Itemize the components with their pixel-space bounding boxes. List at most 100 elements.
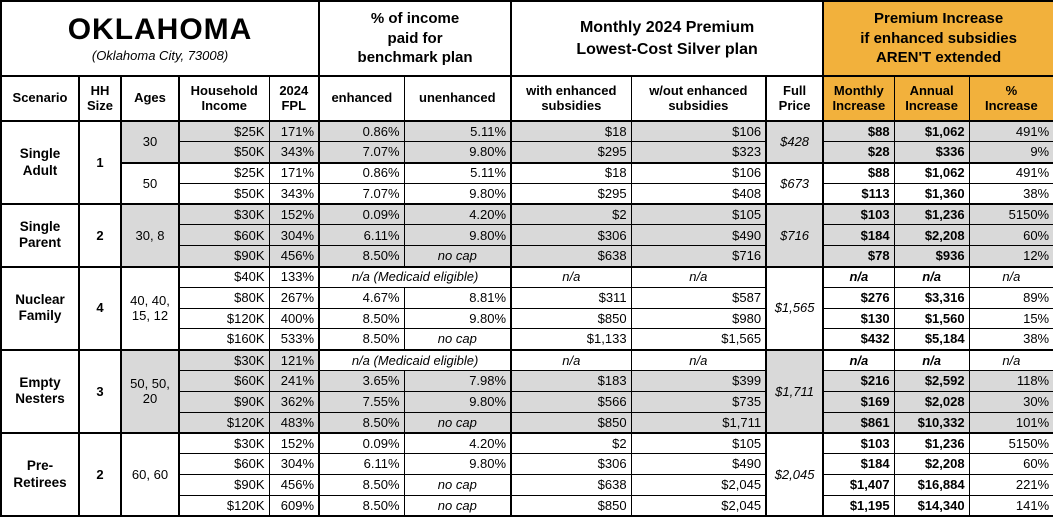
col-header-full-price: Full Price xyxy=(765,75,824,121)
cell-unenhanced: no cap xyxy=(403,411,512,433)
col-header-hh-size: HH Size xyxy=(78,75,121,121)
cell-unenhanced: 8.81% xyxy=(403,286,512,309)
table-row: $80K 267% 4.67% 8.81% $311 $587 $276 $3,316 89% xyxy=(1,286,1053,309)
cell-household-income: $40K xyxy=(178,265,269,288)
table-row: Nuclear Family 4 40, 40, 15, 12 $40K 133% n/a… xyxy=(1,265,1053,350)
cell-with-subsidies: $2 xyxy=(510,431,632,454)
table-header: OKLAHOMA (Oklahoma City, 73008) % of inc… xyxy=(1,1,1053,121)
cell-full-price: $2,045 xyxy=(765,431,824,517)
col-header-annual-increase: Annual Increase xyxy=(893,75,970,121)
cell-monthly-increase: $432 xyxy=(822,328,895,350)
income-pct-header-box: % of income paid for benchmark plan xyxy=(318,1,512,76)
cell-ages: 40, 40, 15, 12 xyxy=(120,265,179,350)
cell-household-income: $60K xyxy=(178,370,269,392)
cell-without-subsidies: n/a xyxy=(630,348,767,371)
cell-pct-increase: 101% xyxy=(968,411,1053,433)
cell-fpl: 304% xyxy=(268,224,320,246)
cell-fpl: 241% xyxy=(268,370,320,392)
cell-pct-increase: 15% xyxy=(968,307,1053,329)
cell-pct-increase: 221% xyxy=(968,474,1053,496)
cell-pct-increase: 118% xyxy=(968,370,1053,392)
cell-enhanced: 8.50% xyxy=(318,328,405,350)
cell-with-subsidies: $18 xyxy=(510,120,632,142)
table-row: $60K 304% 6.11% 9.80% $306 $490 $184 $2,208 60% xyxy=(1,453,1053,475)
cell-monthly-increase: $28 xyxy=(822,141,895,163)
cell-pct-increase: 491% xyxy=(968,161,1053,184)
cell-with-subsidies: $311 xyxy=(510,286,632,309)
col-header-without-subsidies: w/out enhanced subsidies xyxy=(630,75,767,121)
cell-enhanced: 3.65% xyxy=(318,370,405,392)
cell-monthly-increase: $184 xyxy=(822,224,895,246)
cell-with-subsidies: n/a xyxy=(510,265,632,288)
cell-without-subsidies: $587 xyxy=(630,286,767,309)
cell-unenhanced: 5.11% xyxy=(403,161,512,184)
cell-monthly-increase: $1,195 xyxy=(822,494,895,517)
cell-fpl: 400% xyxy=(268,307,320,329)
cell-scenario: Empty Nesters xyxy=(1,348,79,433)
cell-monthly-increase: $184 xyxy=(822,453,895,475)
col-header-monthly-increase: Monthly Increase xyxy=(822,75,895,121)
cell-annual-increase: $2,592 xyxy=(893,370,970,392)
cell-household-income: $30K xyxy=(178,348,269,371)
cell-pct-increase: 12% xyxy=(968,245,1053,267)
cell-household-income: $160K xyxy=(178,328,269,350)
cell-pct-increase: 60% xyxy=(968,224,1053,246)
cell-unenhanced: 9.80% xyxy=(403,390,512,413)
cell-household-income: $90K xyxy=(178,390,269,413)
cell-without-subsidies: $323 xyxy=(630,141,767,163)
cell-unenhanced: no cap xyxy=(403,245,512,267)
cell-without-subsidies: $1,711 xyxy=(630,411,767,433)
table-row: $60K 241% 3.65% 7.98% $183 $399 $216 $2,592 118% xyxy=(1,370,1053,392)
cell-pct-increase: 491% xyxy=(968,120,1053,142)
cell-monthly-increase: $88 xyxy=(822,161,895,184)
cell-scenario: Nuclear Family xyxy=(1,265,79,350)
cell-fpl: 133% xyxy=(268,265,320,288)
premium-header-box: Monthly 2024 Premium Lowest-Cost Silver … xyxy=(510,1,824,76)
cell-without-subsidies: $1,565 xyxy=(630,328,767,350)
cell-fpl: 609% xyxy=(268,494,320,517)
cell-enhanced: 0.09% xyxy=(318,431,405,454)
cell-fpl: 456% xyxy=(268,474,320,496)
cell-monthly-increase: $113 xyxy=(822,182,895,205)
cell-fpl: 483% xyxy=(268,411,320,433)
cell-pct-increase: n/a xyxy=(968,265,1053,288)
cell-pct-increase: 89% xyxy=(968,286,1053,309)
cell-unenhanced: no cap xyxy=(403,328,512,350)
column-header-row: Scenario HH Size Ages Household Income 2… xyxy=(1,75,1053,121)
cell-unenhanced: 9.80% xyxy=(403,307,512,329)
cell-ages: 50, 50, 20 xyxy=(120,348,179,433)
cell-household-income: $50K xyxy=(178,141,269,163)
cell-unenhanced: 9.80% xyxy=(403,453,512,475)
table-row: $90K 456% 8.50% no cap $638 $716 $78 $936 12% xyxy=(1,245,1053,267)
table-row: $90K 362% 7.55% 9.80% $566 $735 $169 $2,028 30% xyxy=(1,390,1053,413)
cell-household-income: $90K xyxy=(178,245,269,267)
cell-unenhanced: 5.11% xyxy=(403,120,512,142)
cell-annual-increase: $1,236 xyxy=(893,203,970,225)
cell-with-subsidies: $183 xyxy=(510,370,632,392)
cell-medicaid-note: n/a (Medicaid eligible) xyxy=(318,265,512,288)
cell-household-income: $90K xyxy=(178,474,269,496)
cell-with-subsidies: $306 xyxy=(510,224,632,246)
cell-unenhanced: 9.80% xyxy=(403,182,512,205)
cell-with-subsidies: $1,133 xyxy=(510,328,632,350)
cell-unenhanced: 4.20% xyxy=(403,203,512,225)
cell-unenhanced: no cap xyxy=(403,474,512,496)
cell-fpl: 533% xyxy=(268,328,320,350)
table-row: $120K 609% 8.50% no cap $850 $2,045 $1,195 $14,… xyxy=(1,494,1053,517)
cell-monthly-increase: $78 xyxy=(822,245,895,267)
cell-pct-increase: 38% xyxy=(968,328,1053,350)
cell-with-subsidies: $638 xyxy=(510,474,632,496)
cell-scenario: Single Adult xyxy=(1,119,79,205)
cell-fpl: 362% xyxy=(268,390,320,413)
cell-enhanced: 8.50% xyxy=(318,494,405,517)
cell-hh-size: 4 xyxy=(78,265,121,350)
cell-annual-increase: $1,360 xyxy=(893,182,970,205)
cell-hh-size: 3 xyxy=(78,348,121,433)
cell-annual-increase: $3,316 xyxy=(893,286,970,309)
cell-full-price: $1,711 xyxy=(765,348,824,433)
cell-without-subsidies: $105 xyxy=(630,203,767,225)
cell-full-price: $1,565 xyxy=(765,265,824,350)
cell-monthly-increase: $130 xyxy=(822,307,895,329)
table-row: Single Parent 2 30, 8 $30K 152% 0.09% 4.20% $2 $… xyxy=(1,203,1053,267)
